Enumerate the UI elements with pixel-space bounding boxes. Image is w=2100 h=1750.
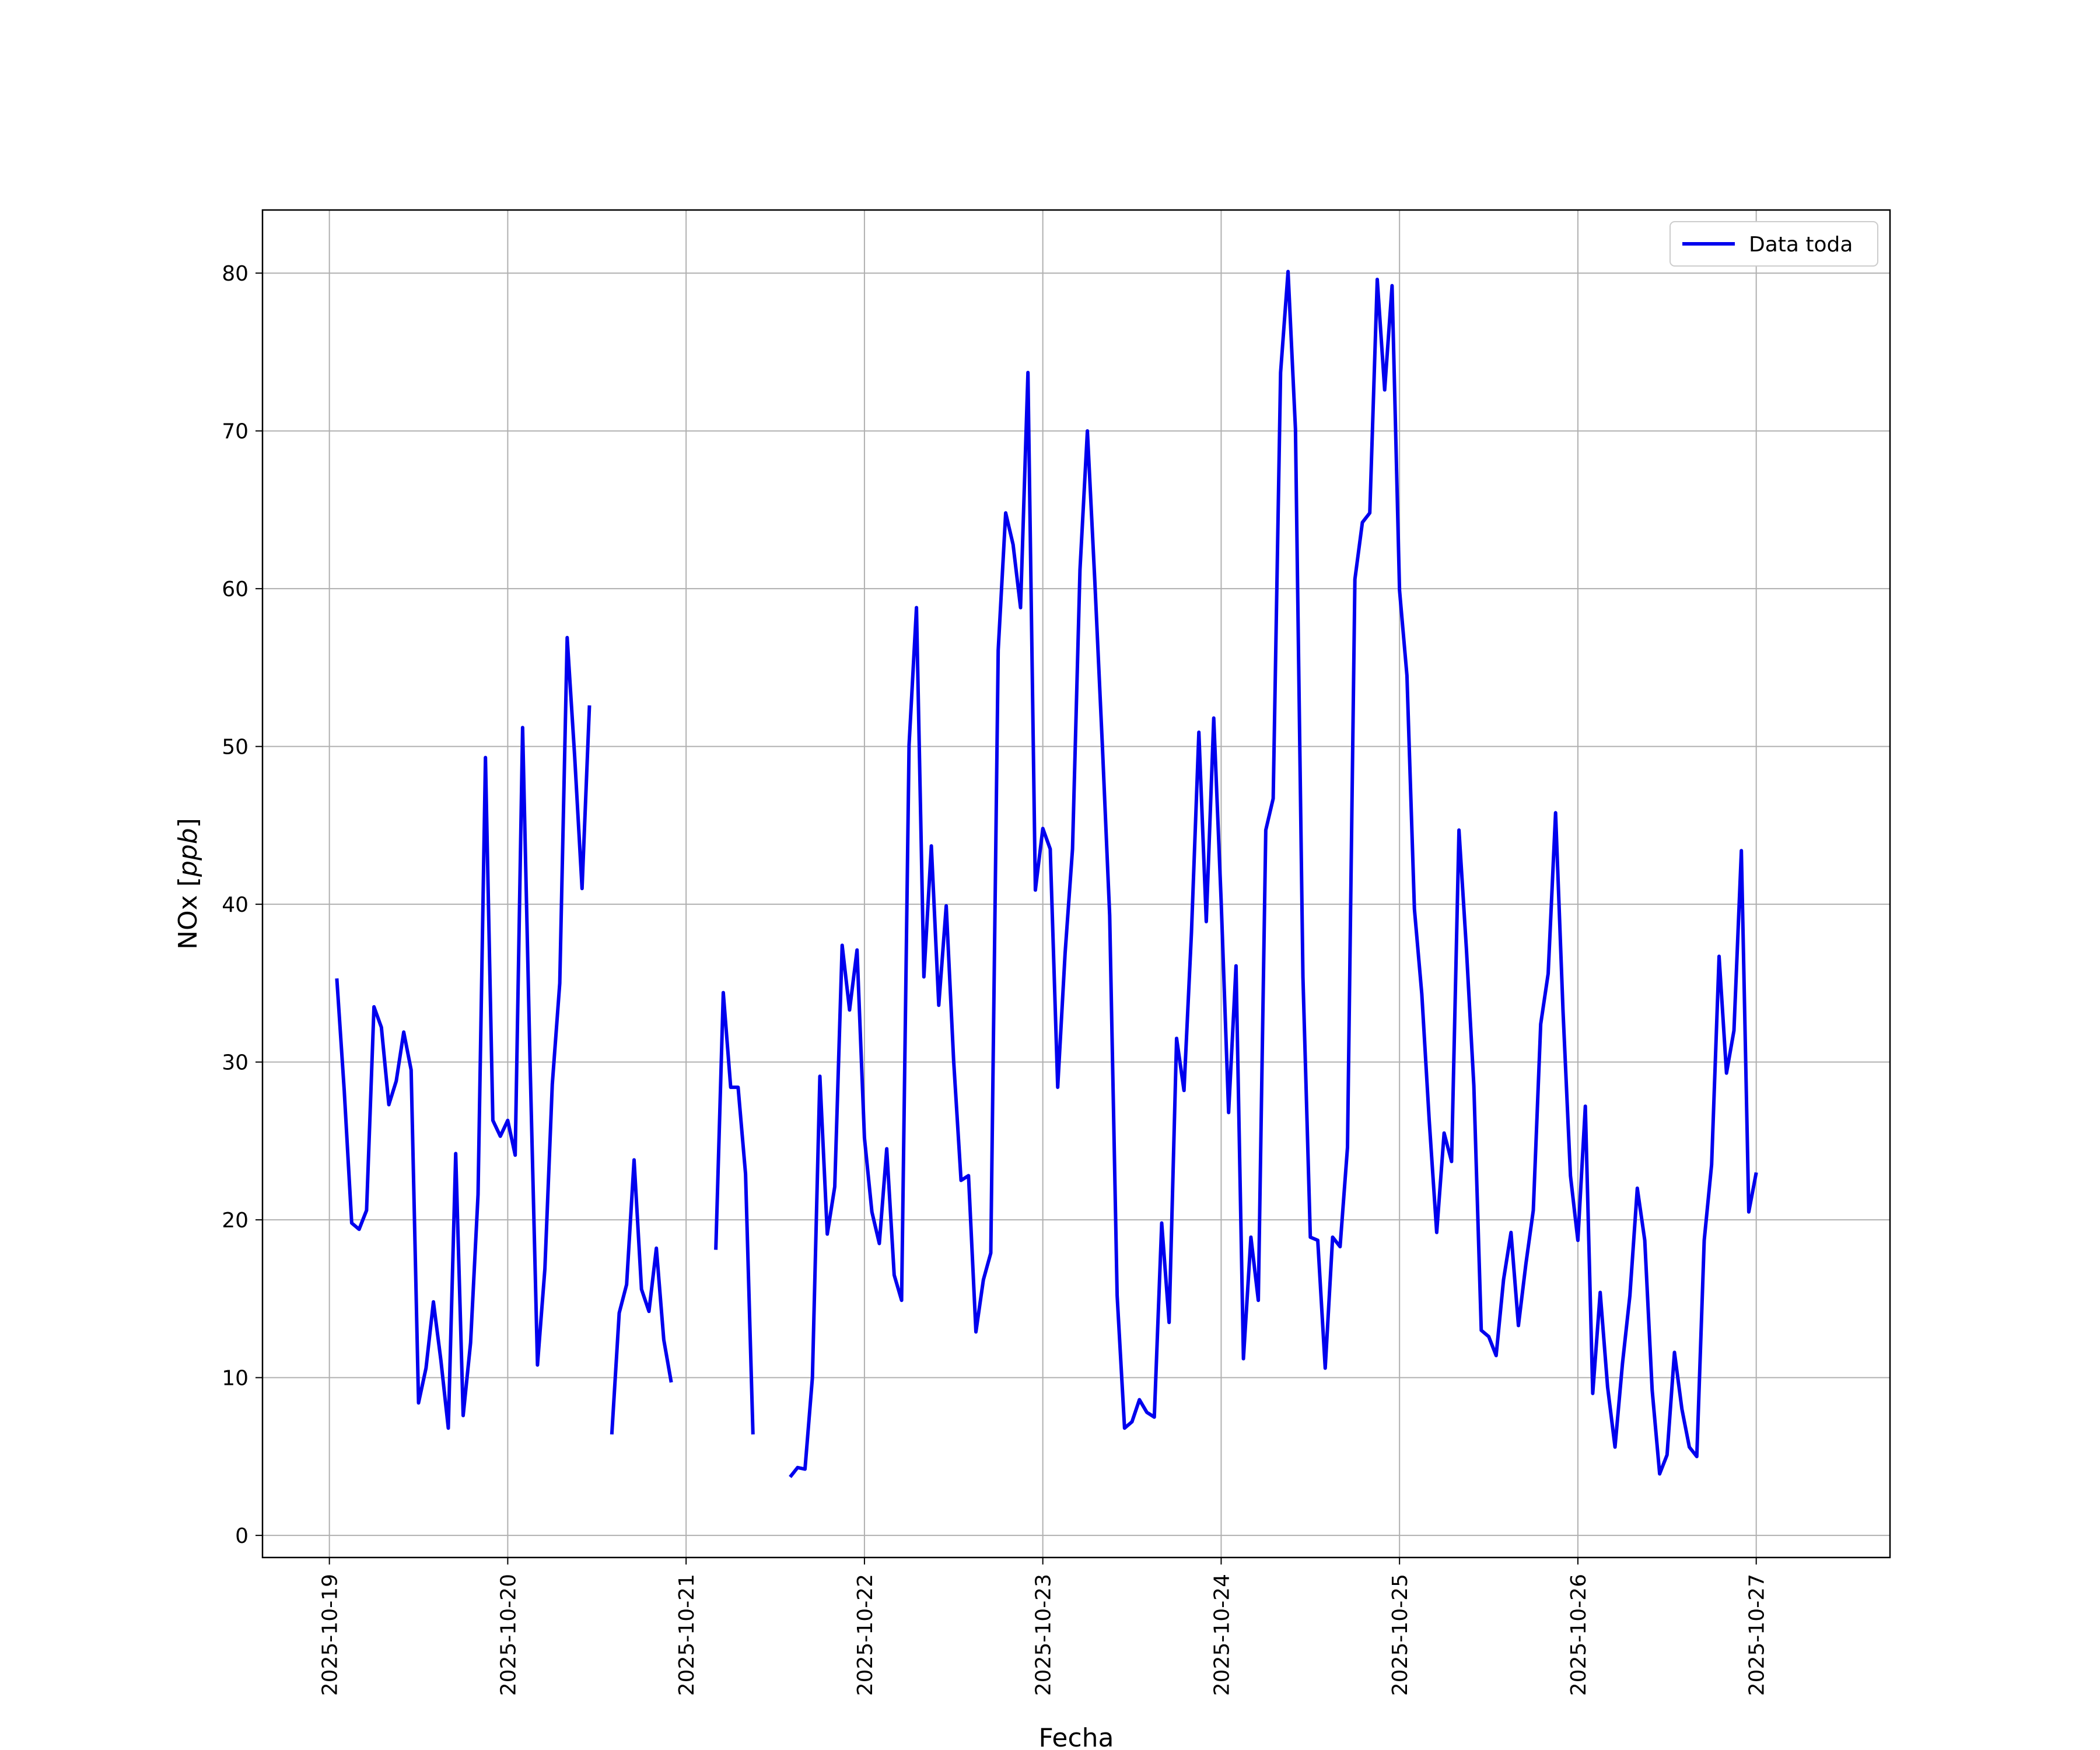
legend-label: Data toda — [1749, 233, 1853, 257]
plot-frame — [261, 209, 1891, 1559]
legend: Data toda — [1670, 221, 1878, 267]
y-tick-label: 10 — [222, 1367, 249, 1391]
y-tick-label: 80 — [222, 262, 249, 286]
y-axis-title: NOx [ppb] — [173, 818, 203, 950]
x-tick-label: 2025-10-19 — [318, 1574, 342, 1696]
x-tick-label: 2025-10-26 — [1567, 1574, 1591, 1696]
series-line-segment — [789, 270, 1758, 1478]
y-tick-label: 50 — [222, 736, 249, 760]
y-tick-label: 20 — [222, 1209, 249, 1233]
x-tick-label: 2025-10-20 — [496, 1574, 520, 1696]
series-layer — [335, 270, 1758, 1478]
x-axis: 2025-10-19 2025-10-20 2025-10-21 2025-10-22… — [318, 1558, 1769, 1696]
y-tick-label: 0 — [235, 1524, 249, 1548]
series-line-segment — [714, 991, 755, 1435]
x-tick-label: 2025-10-21 — [675, 1574, 699, 1696]
series-line-segment — [335, 636, 592, 1430]
y-tick-label: 60 — [222, 578, 249, 601]
x-tick-label: 2025-10-22 — [853, 1574, 877, 1696]
x-tick-label: 2025-10-24 — [1210, 1574, 1234, 1696]
y-axis: 0 10 20 30 40 50 60 70 80 — [222, 262, 262, 1548]
legend-box — [1670, 221, 1878, 267]
y-tick-label: 30 — [222, 1051, 249, 1075]
x-tick-label: 2025-10-25 — [1388, 1574, 1412, 1696]
y-tick-label: 70 — [222, 420, 249, 444]
x-axis-title: Fecha — [1038, 1723, 1114, 1750]
y-tick-label: 40 — [222, 893, 249, 917]
series-line-segment — [610, 1158, 673, 1435]
x-tick-label: 2025-10-27 — [1745, 1574, 1769, 1696]
x-tick-label: 2025-10-23 — [1032, 1574, 1056, 1696]
grid — [262, 210, 1890, 1558]
